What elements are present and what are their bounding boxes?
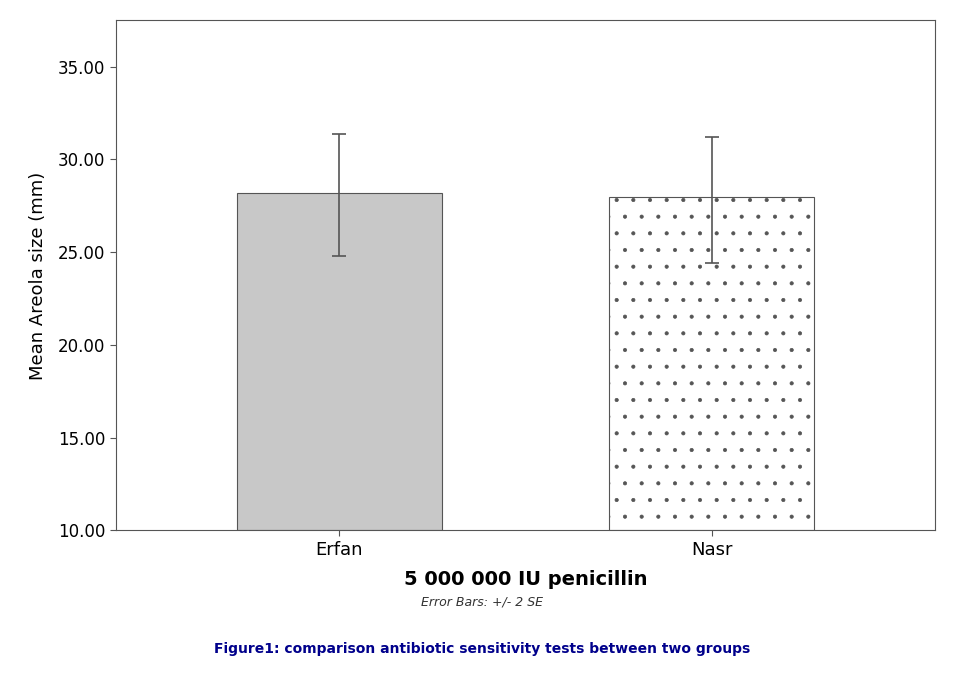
Text: Figure1: comparison antibiotic sensitivity tests between two groups: Figure1: comparison antibiotic sensitivi… — [214, 643, 750, 656]
Bar — [237, 193, 442, 530]
Y-axis label: Mean Areola size (mm): Mean Areola size (mm) — [29, 171, 47, 379]
Text: Error Bars: +/- 2 SE: Error Bars: +/- 2 SE — [421, 595, 543, 609]
X-axis label: 5 000 000 IU penicillin: 5 000 000 IU penicillin — [404, 570, 647, 589]
Bar — [609, 197, 814, 530]
